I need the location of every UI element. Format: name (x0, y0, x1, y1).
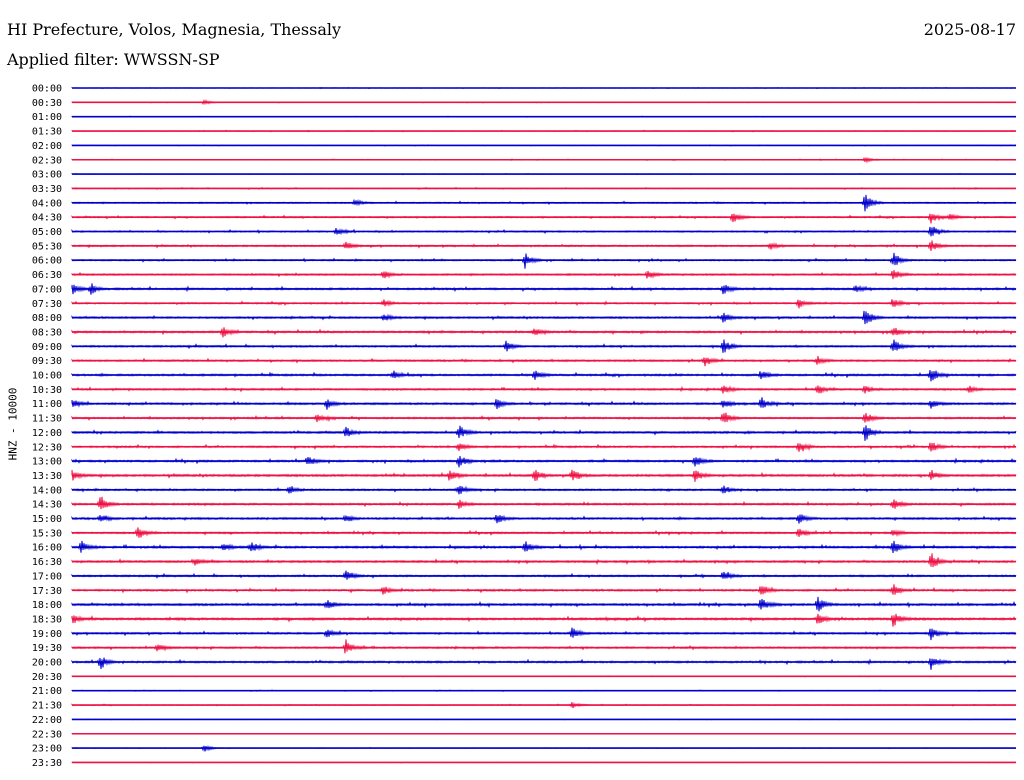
row-time-label: 17:30 (32, 586, 62, 597)
row-time-label: 03:30 (32, 184, 62, 195)
row-time-label: 20:30 (32, 672, 62, 683)
row-time-label: 22:00 (32, 715, 62, 726)
row-time-label: 02:00 (32, 141, 62, 152)
row-time-label: 19:30 (32, 643, 62, 654)
row-time-label: 00:30 (32, 98, 62, 109)
row-time-label: 14:30 (32, 500, 62, 511)
row-time-label: 03:00 (32, 170, 62, 181)
trace-line (71, 553, 1017, 568)
trace-line (71, 657, 1017, 670)
row-time-label: 02:30 (32, 155, 62, 166)
row-time-label: 06:30 (32, 270, 62, 281)
row-time-label: 13:30 (32, 471, 62, 482)
row-time-label: 16:30 (32, 557, 62, 568)
row-time-label: 13:00 (32, 457, 62, 468)
trace-line (71, 613, 1017, 627)
row-time-label: 12:30 (32, 442, 62, 453)
row-time-label: 15:00 (32, 514, 62, 525)
row-time-label: 23:30 (32, 758, 62, 769)
row-time-label: 05:30 (32, 241, 62, 252)
date-label: 2025-08-17 (923, 20, 1016, 39)
row-time-label: 05:00 (32, 227, 62, 238)
row-time-label: 23:00 (32, 744, 62, 755)
row-time-label: 18:00 (32, 600, 62, 611)
row-time-label: 11:00 (32, 399, 62, 410)
row-time-label: 08:30 (32, 327, 62, 338)
row-time-label: 01:00 (32, 112, 62, 123)
row-time-label: 20:00 (32, 658, 62, 669)
row-time-label: 00:00 (32, 84, 62, 95)
row-time-label: 19:00 (32, 629, 62, 640)
row-time-label: 09:00 (32, 342, 62, 353)
row-time-label: 12:00 (32, 428, 62, 439)
row-time-label: 04:30 (32, 213, 62, 224)
row-time-label: 14:00 (32, 485, 62, 496)
row-time-label: 21:00 (32, 686, 62, 697)
row-time-label: 21:30 (32, 701, 62, 712)
row-time-label: 07:30 (32, 299, 62, 310)
row-time-label: 18:30 (32, 614, 62, 625)
row-time-label: 22:30 (32, 729, 62, 740)
row-time-label: 15:30 (32, 528, 62, 539)
filter-label: Applied filter: WWSSN-SP (7, 50, 220, 69)
row-time-label: 11:30 (32, 414, 62, 425)
row-time-label: 08:00 (32, 313, 62, 324)
trace-line (71, 496, 1017, 510)
row-time-label: 17:00 (32, 571, 62, 582)
row-time-label: 04:00 (32, 198, 62, 209)
trace-line (71, 639, 1017, 654)
row-time-label: 10:00 (32, 371, 62, 382)
row-time-label: 10:30 (32, 385, 62, 396)
row-time-label: 09:30 (32, 356, 62, 367)
row-time-label: 06:00 (32, 256, 62, 267)
trace-line (71, 213, 1017, 224)
row-time-label: 07:00 (32, 284, 62, 295)
row-time-label: 01:30 (32, 127, 62, 138)
station-title: HI Prefecture, Volos, Magnesia, Thessaly (7, 20, 342, 39)
row-time-label: 16:00 (32, 543, 62, 554)
